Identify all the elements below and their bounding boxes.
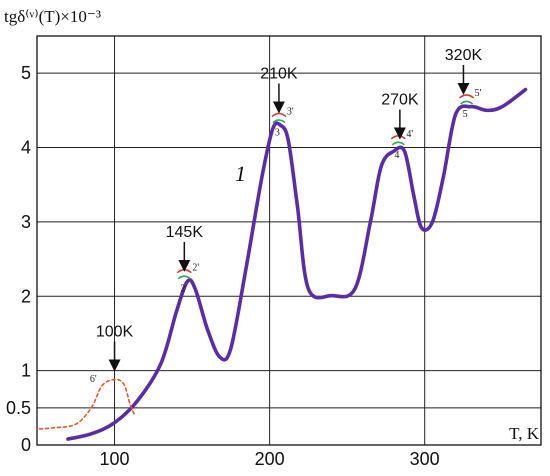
peak-mark-bottom [391,141,405,146]
series-layer [37,87,528,441]
peak-label-top: 4' [406,129,413,140]
y-tick-label: 0 [21,435,31,455]
peak-label-top: 5' [475,88,482,99]
peak-label-bottom: 2 [180,284,185,295]
grid [37,36,541,445]
curve-1-label: 1 [235,161,246,186]
peak-label-bottom: 4 [394,150,399,161]
peak-mark-top [271,112,287,118]
annotation-label: 145K [166,224,204,241]
annotation-label: 320K [445,47,483,64]
x-axis-label: T, K [509,424,540,443]
annotation-label: 210K [260,66,298,83]
peak-label-top: 2' [192,263,199,274]
y-tick-label: 2 [21,286,31,306]
y-tick-label: 4 [21,138,31,158]
x-tick-label: 300 [410,449,440,469]
annotation-label: 100K [96,324,134,341]
y-tick-label: 1 [21,361,31,381]
y-tick-label: 3 [21,212,31,232]
plot-frame [36,35,542,446]
annotation-label: 270K [381,92,419,109]
y-tick-label: 0.5 [6,398,31,418]
y-tick-label: 5 [21,63,31,83]
peak-label-top: 3' [287,107,294,118]
peak-mark-bottom [177,275,191,280]
x-tick-label: 100 [100,449,130,469]
peak-mark-bottom [272,119,286,124]
marks-layer: 2' 2 3' 3 4' 4 5' 5 [176,88,482,295]
peak-mark-top [176,268,192,274]
ticks: 100 200 300 0 0.5 1 2 3 4 5 [6,63,440,469]
series-line-0 [66,87,528,441]
curve-6-label: 6' [90,374,97,385]
peak-mark-top [390,135,406,140]
annotations: 100K 145K 210K 270K 320K [96,47,483,372]
x-tick-label: 200 [255,449,285,469]
peak-label-bottom: 3 [275,128,280,139]
series-line-1 [37,378,136,430]
peak-label-bottom: 5 [463,109,468,120]
peak-mark-bottom [460,100,474,105]
y-axis-label: tgδ⁽ᵛ⁾(T)×10⁻³ [4,7,101,26]
peak-mark-top [459,94,475,99]
